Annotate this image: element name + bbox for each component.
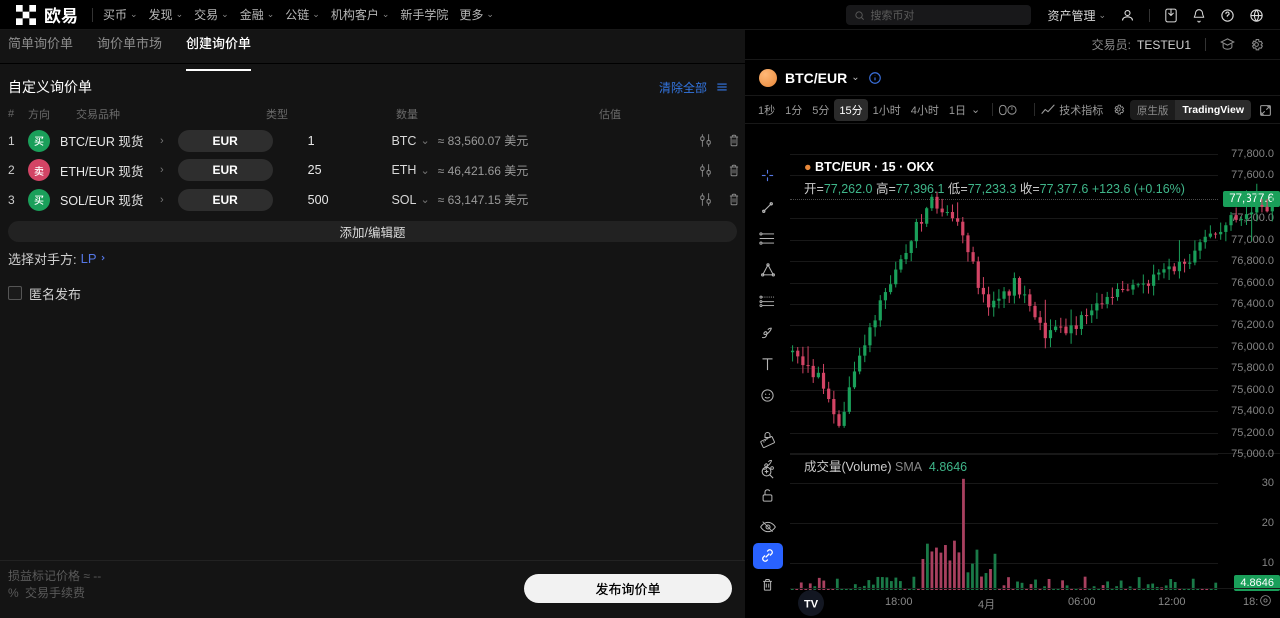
svg-text:TV: TV [804, 599, 819, 611]
